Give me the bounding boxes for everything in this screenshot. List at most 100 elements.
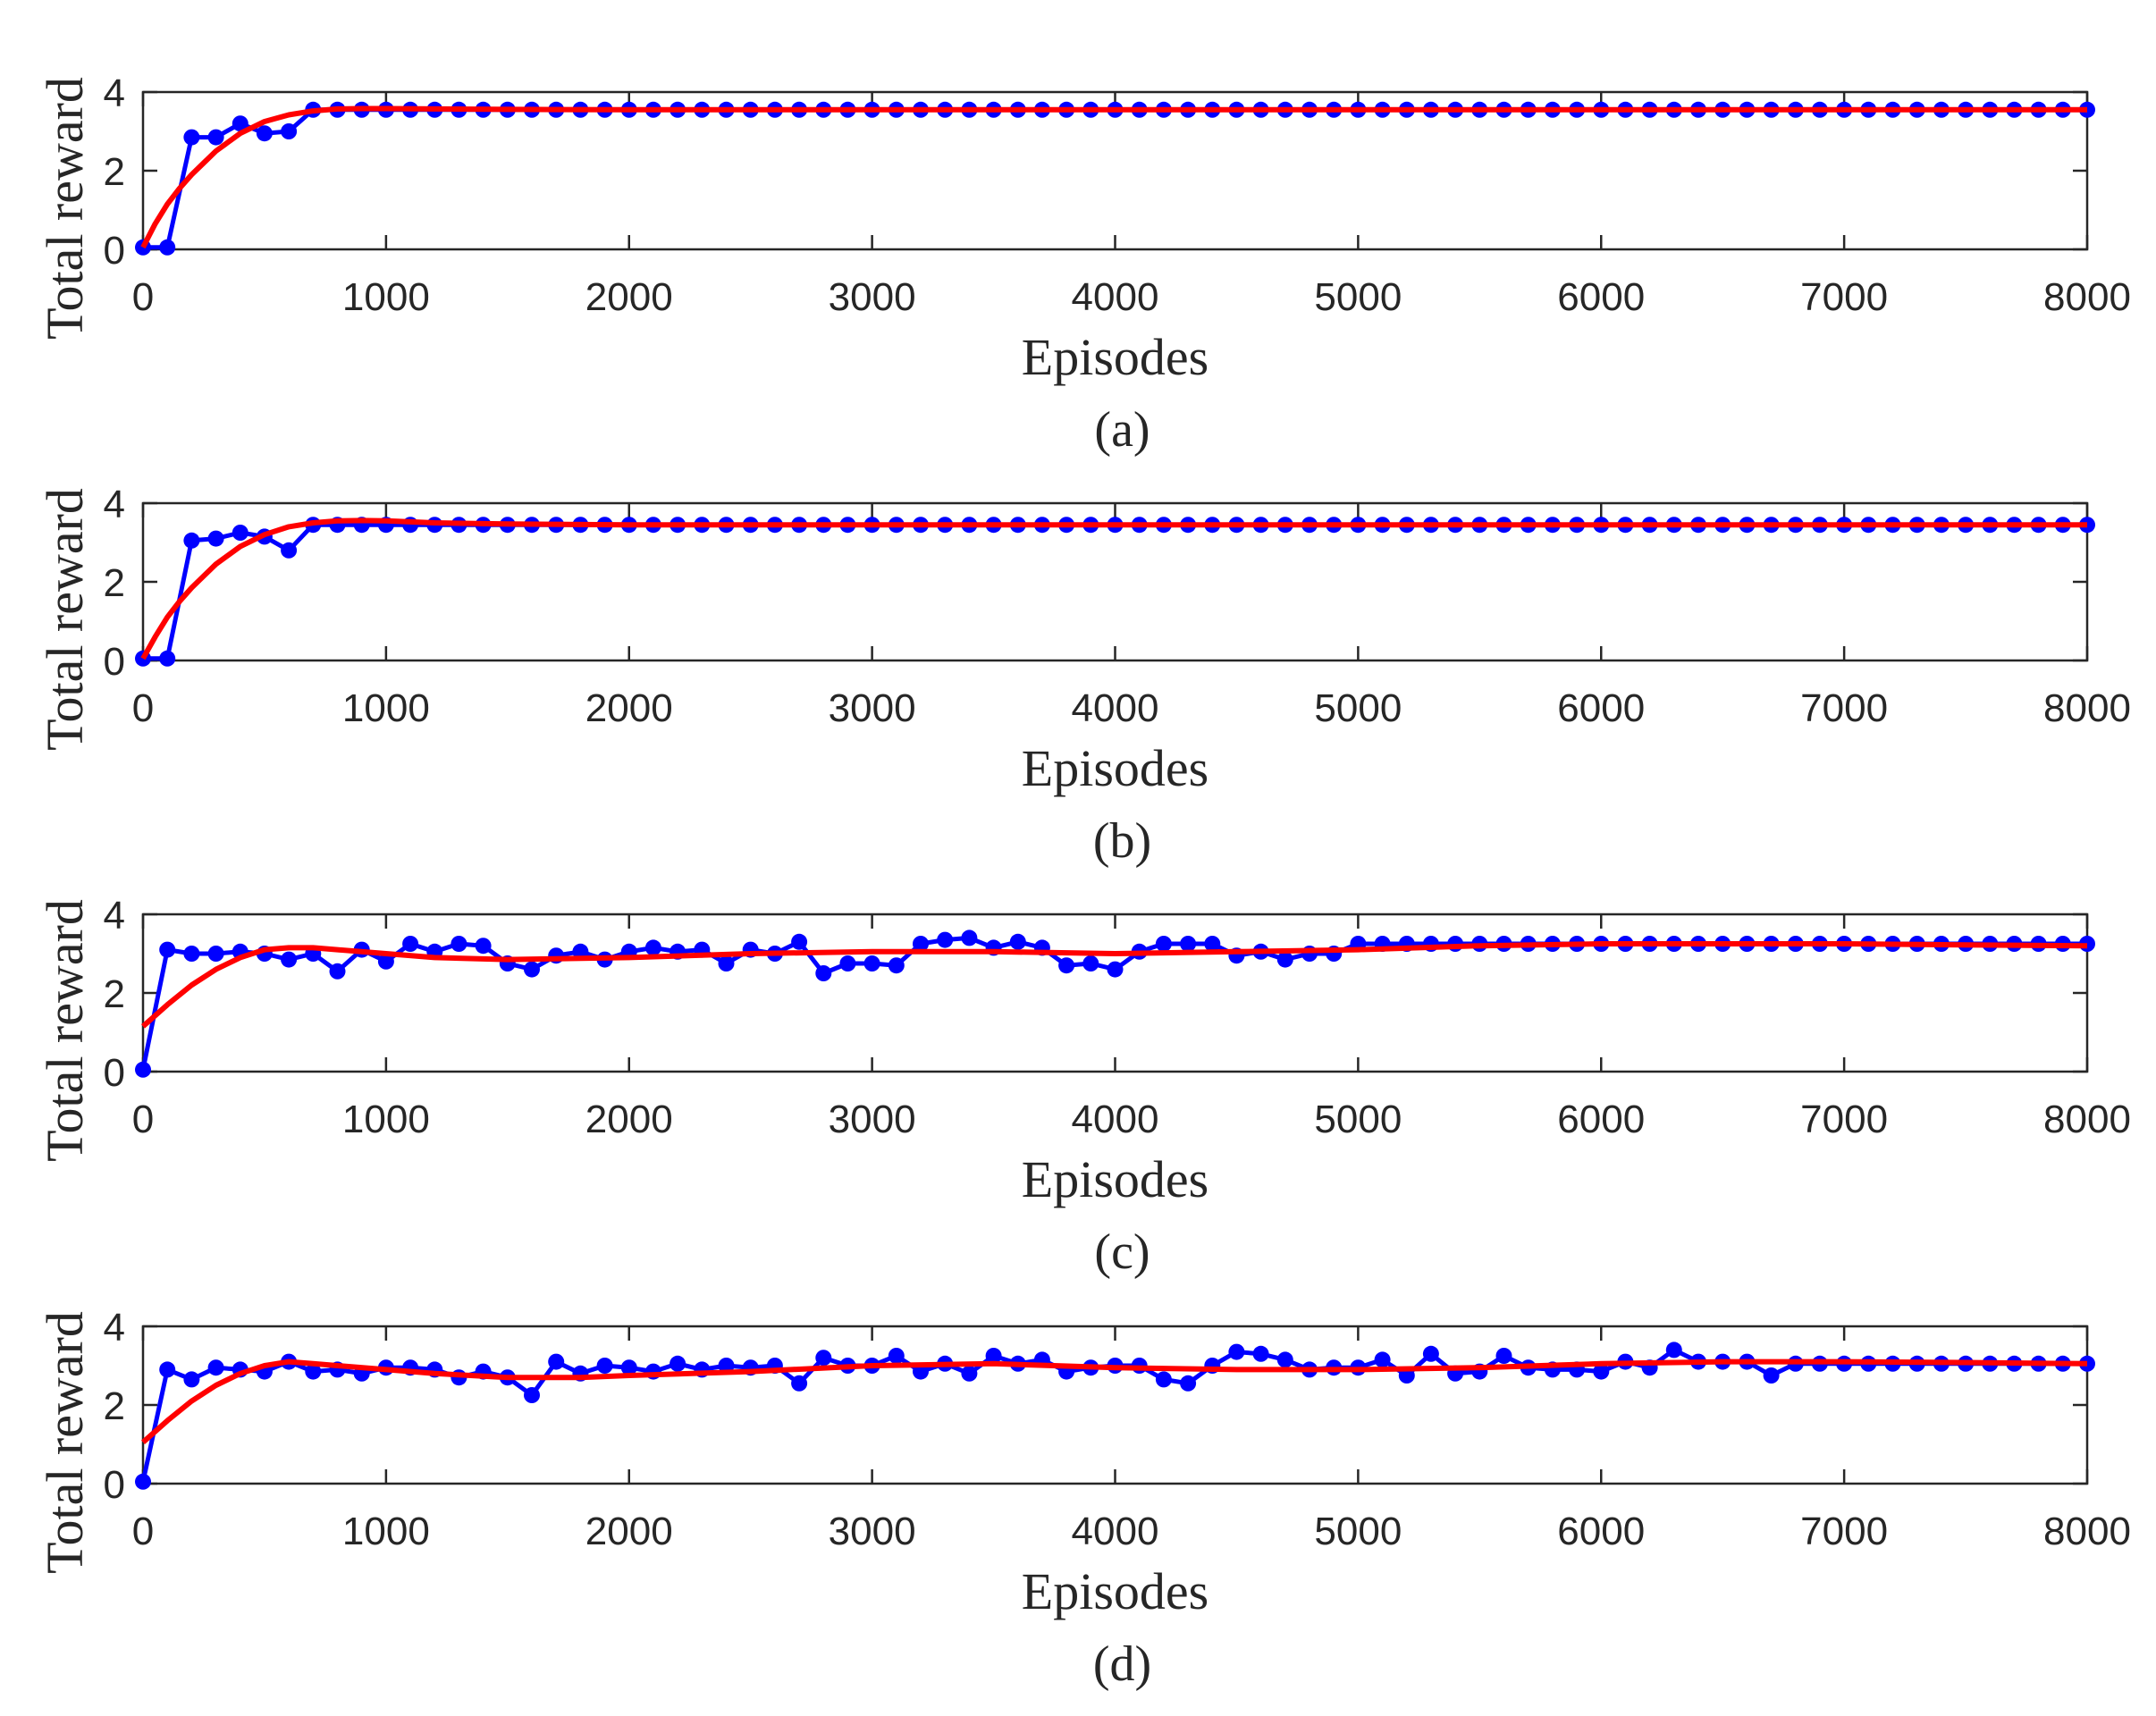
data-point xyxy=(1374,1351,1391,1368)
y-tick-label: 0 xyxy=(104,640,125,684)
x-tick-label: 1000 xyxy=(342,275,430,319)
data-point xyxy=(524,1387,540,1403)
x-tick-label: 8000 xyxy=(2043,1098,2131,1141)
x-tick-label: 4000 xyxy=(1072,1098,1159,1141)
data-point xyxy=(596,1358,613,1374)
panel-caption: (a) xyxy=(1094,402,1150,458)
x-tick-label: 6000 xyxy=(1557,275,1645,319)
x-tick-label: 1000 xyxy=(342,1510,430,1553)
data-point xyxy=(718,955,735,972)
x-tick-label: 4000 xyxy=(1072,275,1159,319)
data-point xyxy=(985,1348,1002,1364)
x-tick-label: 3000 xyxy=(829,1098,916,1141)
data-point xyxy=(1276,951,1293,968)
data-point xyxy=(1180,936,1197,952)
x-tick-label: 1000 xyxy=(342,686,430,730)
data-point xyxy=(1204,936,1221,952)
data-point xyxy=(402,936,419,952)
x-tick-label: 0 xyxy=(132,1510,154,1553)
data-point xyxy=(475,938,492,955)
x-axis-label: Episodes xyxy=(1022,1562,1209,1620)
y-tick-label: 4 xyxy=(104,72,125,115)
data-point xyxy=(207,946,224,962)
data-point xyxy=(281,123,298,139)
series-line-raw-reward xyxy=(143,522,2087,661)
data-point xyxy=(1593,1363,1610,1380)
data-point xyxy=(232,115,248,132)
series-line-raw-reward xyxy=(143,107,2087,250)
x-tick-label: 5000 xyxy=(1314,275,1402,319)
data-point xyxy=(1155,1371,1172,1388)
data-point xyxy=(281,542,298,559)
data-point xyxy=(451,936,467,952)
data-point xyxy=(937,931,954,948)
x-tick-label: 8000 xyxy=(2043,686,2131,730)
data-point xyxy=(1058,957,1075,974)
data-point xyxy=(863,955,880,972)
x-tick-label: 7000 xyxy=(1800,275,1888,319)
y-tick-label: 4 xyxy=(104,894,125,938)
data-point xyxy=(1422,1345,1439,1362)
x-tick-label: 6000 xyxy=(1557,686,1645,730)
data-point xyxy=(913,936,929,952)
x-tick-label: 5000 xyxy=(1314,1098,1402,1141)
data-point xyxy=(207,1359,224,1376)
data-point xyxy=(791,1375,808,1392)
x-tick-label: 2000 xyxy=(585,1510,673,1553)
data-point xyxy=(524,961,540,978)
y-tick-label: 2 xyxy=(104,561,125,605)
series-line-smoothed-reward xyxy=(140,517,2087,660)
data-point xyxy=(135,1473,151,1490)
x-tick-label: 3000 xyxy=(829,275,916,319)
x-tick-label: 8000 xyxy=(2043,1510,2131,1553)
x-tick-label: 2000 xyxy=(585,275,673,319)
x-tick-label: 7000 xyxy=(1800,1510,1888,1553)
y-tick-label: 2 xyxy=(104,972,125,1016)
data-point xyxy=(183,946,200,962)
data-point xyxy=(183,129,200,146)
x-tick-label: 0 xyxy=(132,1098,154,1141)
x-tick-label: 3000 xyxy=(829,1510,916,1553)
data-point xyxy=(1665,1342,1682,1358)
x-tick-label: 7000 xyxy=(1800,686,1888,730)
x-tick-label: 6000 xyxy=(1557,1510,1645,1553)
data-point xyxy=(159,1361,176,1378)
data-point xyxy=(839,955,856,972)
chart-panel-d: 0 1000 2000 3000 4000 5000 6000 7000 8000 0 2 4 Epis… xyxy=(36,1306,2131,1692)
panel-caption: (b) xyxy=(1093,813,1151,869)
y-axis-label: Total reward xyxy=(36,77,94,340)
y-tick-label: 2 xyxy=(104,150,125,194)
data-point xyxy=(207,129,224,146)
x-tick-label: 2000 xyxy=(585,1098,673,1141)
x-tick-label: 6000 xyxy=(1557,1098,1645,1141)
data-point xyxy=(305,1363,322,1380)
x-tick-label: 5000 xyxy=(1314,686,1402,730)
data-point xyxy=(888,1348,905,1364)
data-point xyxy=(183,532,200,549)
data-point xyxy=(281,951,298,968)
y-tick-label: 4 xyxy=(104,1306,125,1350)
x-tick-label: 3000 xyxy=(829,686,916,730)
x-tick-label: 4000 xyxy=(1072,686,1159,730)
data-point xyxy=(1495,1348,1512,1364)
data-point xyxy=(961,930,978,946)
data-point xyxy=(159,239,176,256)
plot-frame xyxy=(141,1325,2089,1485)
x-tick-label: 0 xyxy=(132,686,154,730)
data-point xyxy=(159,650,176,667)
data-point xyxy=(888,957,905,974)
y-tick-label: 0 xyxy=(104,1051,125,1095)
chart-panel-a: 0 1000 2000 3000 4000 5000 6000 7000 8000 0 2 4 Epis… xyxy=(36,72,2131,458)
data-point xyxy=(791,933,808,950)
y-tick-label: 4 xyxy=(104,483,125,526)
y-axis-label: Total reward xyxy=(36,899,94,1162)
data-point xyxy=(548,1353,565,1370)
chart-panel-c: 0 1000 2000 3000 4000 5000 6000 7000 8000 0 2 4 Epis… xyxy=(36,894,2131,1280)
y-tick-label: 0 xyxy=(104,1463,125,1507)
data-point xyxy=(1180,1375,1197,1392)
data-point xyxy=(1155,936,1172,952)
data-point xyxy=(815,965,832,981)
y-axis-label: Total reward xyxy=(36,1311,94,1574)
data-point xyxy=(232,525,248,541)
